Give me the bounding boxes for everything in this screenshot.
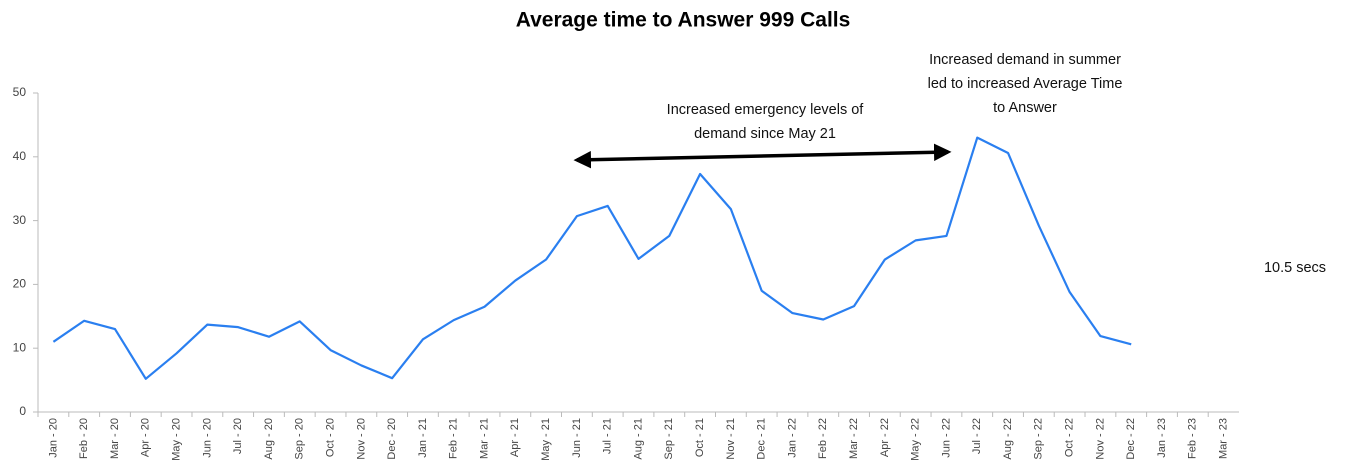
data-line [52, 136, 1132, 380]
x-tick-label: Apr - 20 [140, 418, 152, 457]
x-tick-label: Aug - 21 [632, 418, 644, 460]
x-tick-label: Oct - 22 [1064, 418, 1076, 457]
x-tick-label: Jun - 21 [571, 418, 583, 458]
x-tick-label: Sep - 20 [294, 418, 306, 460]
x-tick-label: Jul - 22 [971, 418, 983, 454]
x-tick-label: Jan - 21 [417, 418, 429, 458]
x-tick-label: Apr - 21 [509, 418, 521, 457]
x-tick-label: Jun - 22 [940, 418, 952, 458]
x-tick-label: Sep - 22 [1033, 418, 1045, 460]
annotation-arrow [573, 143, 952, 169]
annotation: to Answer [993, 100, 1057, 116]
x-tick-label: Jan - 20 [47, 418, 59, 458]
x-tick-label: Jun - 20 [201, 418, 213, 458]
x-tick-label: Jul - 21 [602, 418, 614, 454]
annotation: led to increased Average Time [928, 76, 1123, 92]
x-tick-label: May - 20 [170, 418, 182, 461]
x-tick-label: Oct - 20 [324, 418, 336, 457]
x-tick-label: Dec - 21 [756, 418, 768, 460]
x-tick-label: May - 21 [540, 418, 552, 461]
annotation: demand since May 21 [694, 126, 836, 142]
y-tick-label: 10 [13, 340, 27, 354]
y-tick-label: 30 [13, 213, 27, 227]
x-tick-label: Nov - 20 [355, 418, 367, 460]
annotation: Increased emergency levels of [667, 102, 865, 118]
x-tick-label: Aug - 20 [263, 418, 275, 460]
x-tick-label: Jan - 23 [1156, 418, 1168, 458]
x-tick-label: Dec - 22 [1125, 418, 1137, 460]
x-tick-label: Jan - 22 [786, 418, 798, 458]
x-tick-label: Mar - 22 [848, 418, 860, 459]
x-tick-label: Feb - 21 [448, 418, 460, 459]
y-tick-label: 0 [19, 404, 26, 418]
x-tick-label: Nov - 21 [725, 418, 737, 460]
x-tick-label: Feb - 23 [1187, 418, 1199, 459]
x-tick-label: Nov - 22 [1094, 418, 1106, 460]
x-tick-label: May - 22 [910, 418, 922, 461]
y-tick-label: 50 [13, 85, 27, 99]
annotation: 10.5 secs [1264, 260, 1326, 276]
x-tick-label: Feb - 22 [817, 418, 829, 459]
y-tick-label: 20 [13, 277, 27, 291]
x-tick-label: Oct - 21 [694, 418, 706, 457]
chart-title: Average time to Answer 999 Calls [516, 9, 851, 32]
x-tick-label: Feb - 20 [78, 418, 90, 459]
x-tick-label: Mar - 21 [478, 418, 490, 459]
annotation: Increased demand in summer [929, 52, 1121, 68]
x-tick-label: Aug - 22 [1002, 418, 1014, 460]
x-tick-label: Apr - 22 [879, 418, 891, 457]
y-tick-label: 40 [13, 149, 27, 163]
x-tick-label: Jul - 20 [232, 418, 244, 454]
x-tick-label: Sep - 21 [663, 418, 675, 460]
x-tick-label: Mar - 20 [109, 418, 121, 459]
x-tick-label: Dec - 20 [386, 418, 398, 460]
x-tick-label: Mar - 23 [1218, 418, 1230, 459]
